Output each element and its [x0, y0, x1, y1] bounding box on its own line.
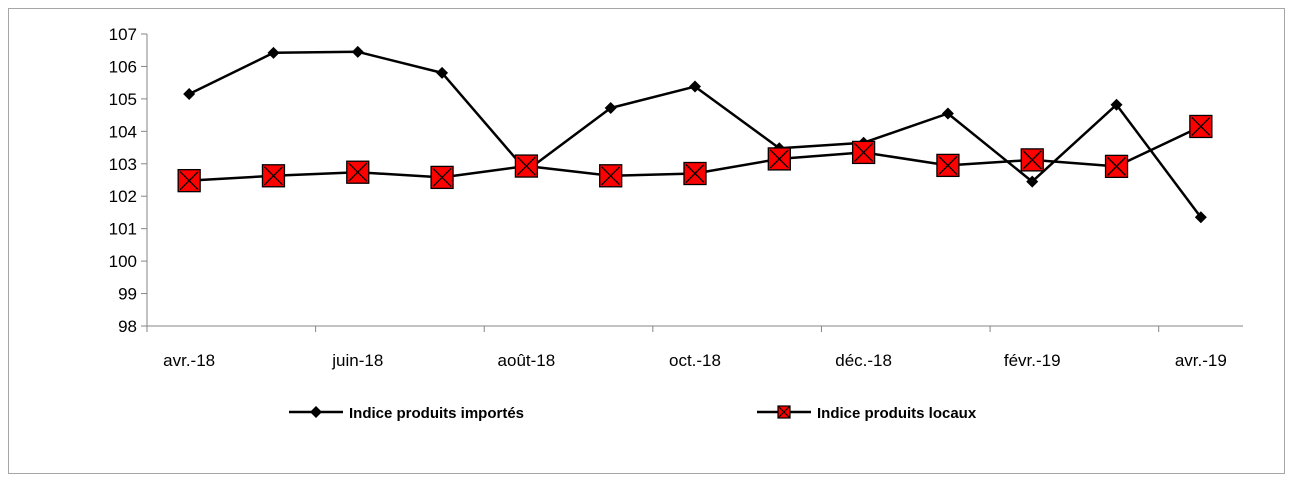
- x-tick-label: oct.-18: [669, 351, 721, 370]
- data-point-local-cross: [179, 171, 199, 191]
- data-point-imported: [1110, 98, 1123, 111]
- data-point-local-cross: [516, 156, 536, 176]
- data-point-local-cross: [432, 167, 452, 187]
- y-tick-label: 107: [109, 25, 137, 44]
- legend-marker-imported: [310, 406, 322, 418]
- x-tick-label: juin-18: [331, 351, 383, 370]
- y-tick-label: 105: [109, 90, 137, 109]
- data-point-local-cross: [938, 155, 958, 175]
- data-point-local-cross: [854, 142, 874, 162]
- data-point-imported: [604, 101, 617, 114]
- data-point-local-cross: [264, 166, 283, 186]
- data-point-local: [430, 165, 454, 190]
- data-point-local-cross: [1022, 150, 1042, 170]
- data-point-local-cross: [348, 162, 368, 182]
- data-point-local: [261, 164, 286, 188]
- x-tick-label: déc.-18: [835, 351, 892, 370]
- x-tick-label: avr.-19: [1175, 351, 1227, 370]
- y-axis: 98 99 100 101 102 103 104 105 106 107: [109, 25, 148, 336]
- y-tick-label: 100: [109, 252, 137, 271]
- series-line-imported: [188, 50, 1202, 219]
- data-point-local: [514, 154, 539, 178]
- data-point-local: [599, 164, 623, 188]
- data-point-imported: [436, 66, 449, 79]
- data-point-local: [346, 160, 370, 184]
- data-point-local: [683, 161, 707, 186]
- data-point-local-cross: [685, 164, 705, 183]
- y-tick-label: 102: [109, 187, 137, 206]
- y-tick-label: 101: [109, 220, 137, 239]
- data-point-imported: [941, 107, 954, 120]
- y-tick-label: 103: [109, 155, 137, 174]
- legend-label-imported: Indice produits importés: [349, 405, 524, 422]
- x-axis: avr.-18 juin-18 août-18 oct.-18 déc.-18 févr.…: [146, 325, 1243, 370]
- data-point-imported: [689, 80, 701, 93]
- data-point-imported: [183, 88, 196, 101]
- x-tick-label: févr.-19: [1004, 351, 1061, 370]
- data-point-local: [1020, 148, 1044, 172]
- data-point-local-cross: [1191, 117, 1211, 136]
- x-tick-label: août-18: [498, 351, 556, 370]
- y-tick-label: 104: [109, 122, 137, 141]
- legend-label-local: Indice produits locaux: [817, 405, 977, 422]
- y-tick-label: 106: [109, 57, 137, 76]
- line-chart: 98 99 100 101 102 103 104 105 106 107 avr.-18 juin…: [109, 25, 1243, 422]
- x-tick-label: avr.-18: [163, 351, 215, 370]
- data-point-local: [1189, 114, 1213, 139]
- data-point-imported: [267, 46, 280, 59]
- data-point-imported: [1194, 211, 1207, 224]
- data-point-local: [936, 153, 960, 178]
- data-point-local: [177, 168, 201, 193]
- y-tick-label: 98: [118, 317, 137, 336]
- data-point-imported: [351, 45, 364, 58]
- chart-frame: 98 99 100 101 102 103 104 105 106 107 avr.-18 juin…: [8, 8, 1285, 474]
- data-point-local-cross: [1107, 156, 1126, 176]
- data-point-local-cross: [769, 149, 789, 169]
- data-point-imported: [1026, 175, 1039, 188]
- series-layer: [177, 45, 1213, 224]
- legend-item-local: Indice produits locaux: [757, 405, 977, 422]
- y-tick-label: 99: [118, 285, 137, 304]
- legend: Indice produits importés Indice produits…: [289, 405, 977, 422]
- data-point-local: [767, 147, 791, 171]
- data-point-local: [851, 140, 876, 165]
- data-point-local-cross: [601, 166, 621, 186]
- legend-marker-local-cross-2: [778, 406, 790, 418]
- legend-item-imported: Indice produits importés: [289, 405, 524, 422]
- data-point-local: [1104, 154, 1129, 179]
